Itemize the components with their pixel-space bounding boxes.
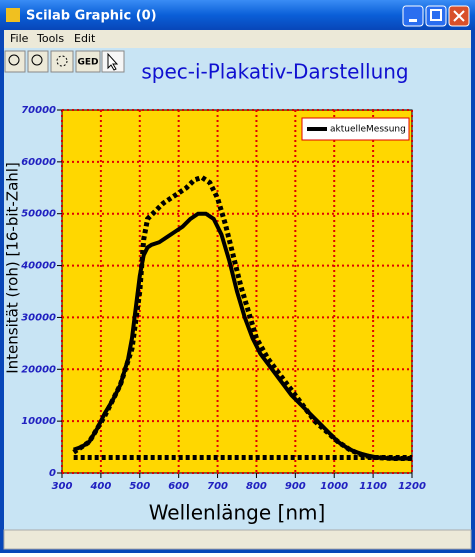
menu-item[interactable]: Edit [74, 32, 96, 45]
y-tick-label: 30000 [21, 312, 56, 323]
x-tick-label: 500 [129, 481, 150, 492]
minimize-button[interactable] [402, 5, 424, 27]
y-axis-label: Intensität (roh) [16-bit-Zahl] [4, 162, 22, 374]
close-icon [453, 10, 465, 22]
ged-button[interactable] [75, 50, 101, 73]
x-tick-label: 400 [89, 481, 111, 492]
plot: spec-i-Plakativ-Darstellung 300 400 500 600 7… [4, 60, 426, 525]
legend [301, 117, 410, 141]
y-tick-label: 40000 [20, 261, 56, 272]
zoom-out-icon [31, 54, 43, 66]
y-tick-label: 70000 [21, 105, 56, 116]
x-tick-label: 1200 [398, 481, 426, 492]
rotate-icon [56, 55, 68, 67]
x-axis-label: Wellenlänge [nm] [149, 501, 326, 525]
x-tick-label: 1000 [320, 481, 348, 492]
ged-label: GED [77, 58, 98, 68]
x-tick-label: 800 [246, 481, 267, 492]
zoom-in-button[interactable] [4, 50, 26, 73]
window-title: Scilab Graphic (0) [26, 9, 157, 24]
x-tick-label: 300 [52, 481, 73, 492]
chart-title: spec-i-Plakativ-Darstellung [141, 60, 408, 84]
x-tick-label: 700 [207, 481, 228, 492]
x-tick-label: 900 [285, 481, 306, 492]
zoom-in-icon [8, 54, 20, 66]
minimize-icon [409, 19, 417, 22]
data-line [72, 174, 412, 461]
x-tick-label: 1100 [359, 481, 387, 492]
app-icon [6, 8, 20, 22]
y-tick-label: 20000 [21, 364, 56, 375]
y-tick-label: 60000 [21, 157, 56, 168]
maximize-icon [430, 9, 442, 21]
x-tick-label: 600 [168, 481, 189, 492]
legend-label: aktuelleMessung [330, 125, 406, 135]
status-bar [3, 529, 472, 550]
y-tick-label: 0 [49, 468, 56, 479]
pointer-icon [107, 52, 119, 71]
y-tick-label: 50000 [21, 209, 56, 220]
y-tick-label: 10000 [21, 416, 56, 427]
rotate-button[interactable] [50, 50, 74, 73]
zoom-out-button[interactable] [27, 50, 49, 73]
title-bar [0, 0, 475, 30]
menu-item[interactable]: File [10, 32, 29, 45]
menu-item[interactable]: Tools [36, 32, 64, 45]
